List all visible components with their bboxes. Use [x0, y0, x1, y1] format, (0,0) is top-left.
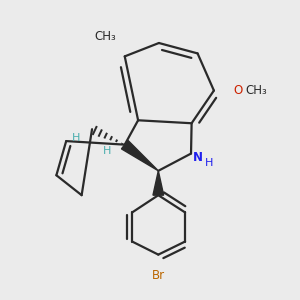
Polygon shape	[122, 140, 158, 171]
Text: CH₃: CH₃	[94, 30, 116, 43]
Polygon shape	[153, 171, 164, 195]
Text: N: N	[193, 151, 202, 164]
Text: H: H	[103, 146, 111, 157]
Text: CH₃: CH₃	[245, 84, 267, 97]
Text: H: H	[205, 158, 214, 168]
Text: O: O	[233, 84, 242, 97]
Text: H: H	[72, 133, 80, 142]
Text: Br: Br	[152, 269, 165, 283]
